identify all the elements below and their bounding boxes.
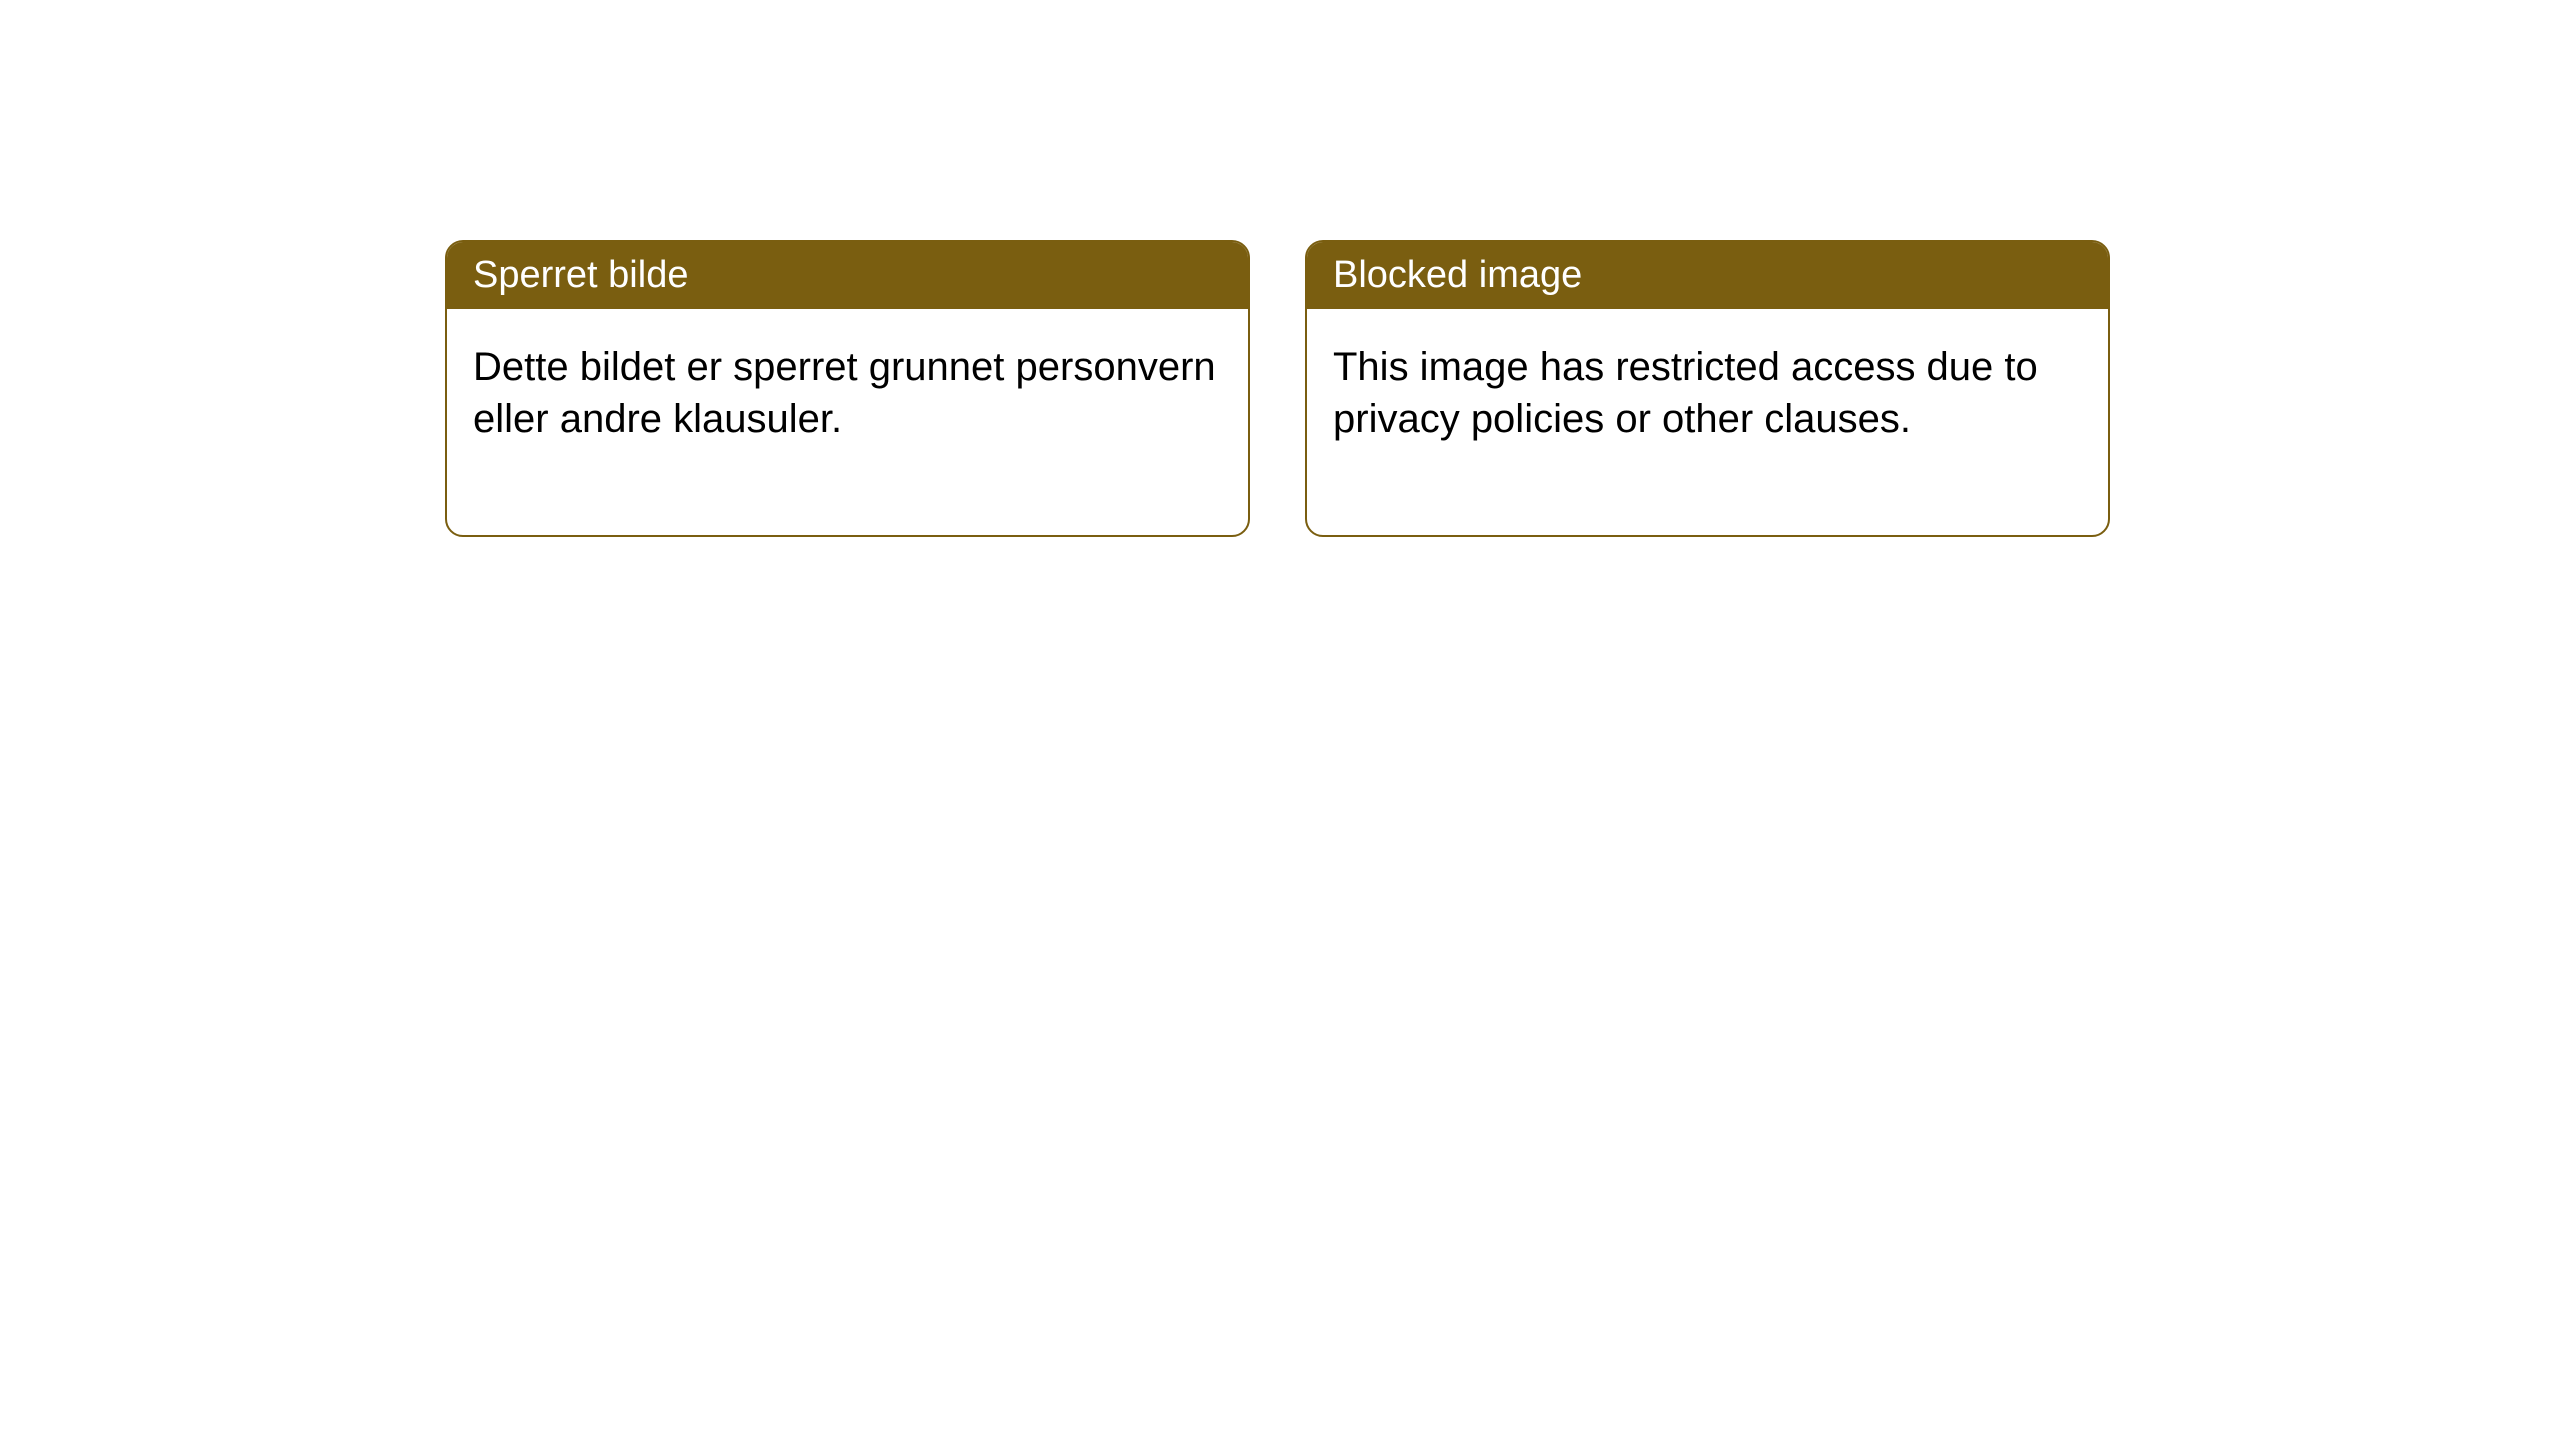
- card-title-en: Blocked image: [1333, 254, 1582, 296]
- blocked-image-card-en: Blocked image This image has restricted …: [1305, 240, 2110, 537]
- card-body-no: Dette bildet er sperret grunnet personve…: [447, 309, 1248, 535]
- card-title-no: Sperret bilde: [473, 254, 688, 296]
- card-text-en: This image has restricted access due to …: [1333, 345, 2038, 441]
- card-header-en: Blocked image: [1307, 242, 2108, 309]
- card-body-en: This image has restricted access due to …: [1307, 309, 2108, 535]
- blocked-image-card-no: Sperret bilde Dette bildet er sperret gr…: [445, 240, 1250, 537]
- card-header-no: Sperret bilde: [447, 242, 1248, 309]
- card-text-no: Dette bildet er sperret grunnet personve…: [473, 345, 1216, 441]
- cards-container: Sperret bilde Dette bildet er sperret gr…: [0, 0, 2560, 537]
